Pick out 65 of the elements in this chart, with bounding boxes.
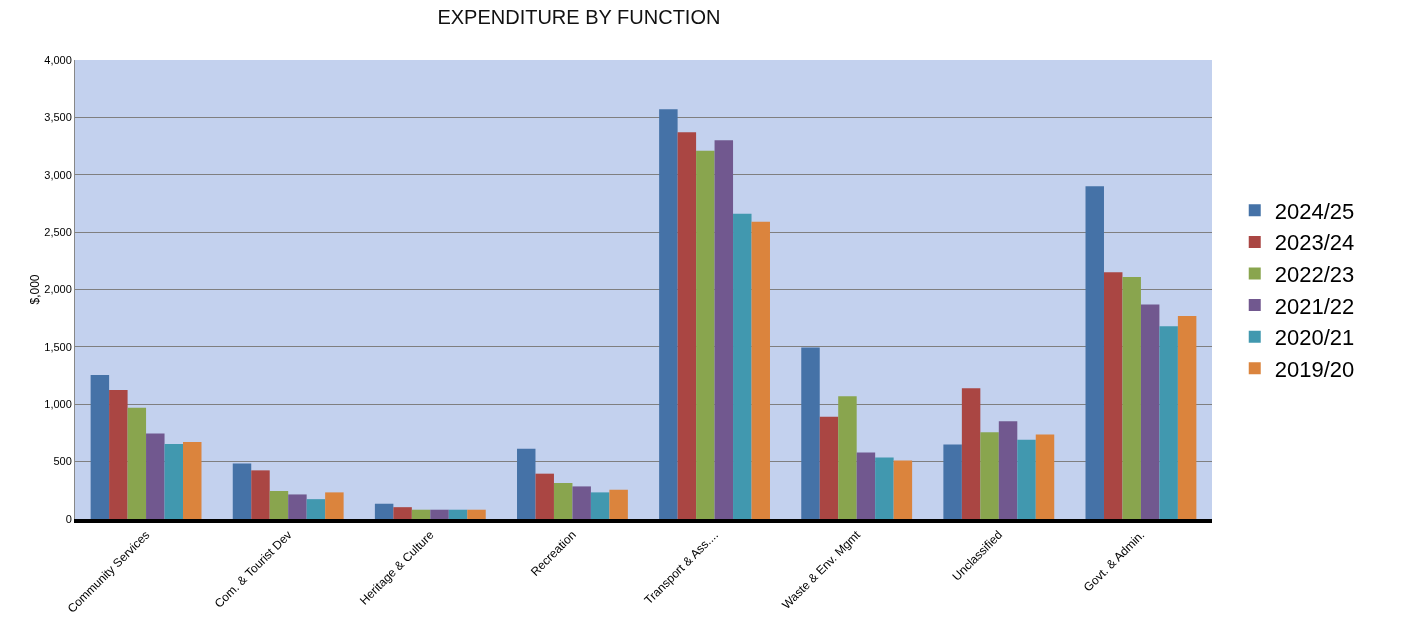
bar xyxy=(801,347,820,519)
y-tick-label: 500 xyxy=(53,455,72,468)
y-tick-label: 2,000 xyxy=(44,283,72,296)
legend-label: 2019/20 xyxy=(1274,356,1355,382)
bar xyxy=(1159,326,1178,519)
bar xyxy=(1035,434,1055,519)
bar xyxy=(1085,186,1104,519)
bar xyxy=(448,509,468,519)
bar xyxy=(288,494,307,519)
bar xyxy=(590,492,610,519)
bar xyxy=(819,416,839,519)
bar xyxy=(90,374,110,519)
y-tick-label: 2,500 xyxy=(44,225,72,238)
y-tick-label: 3,500 xyxy=(44,111,72,124)
y-tick-label: 1,000 xyxy=(44,398,72,411)
bar xyxy=(696,150,715,519)
y-tick-label: 4,000 xyxy=(44,53,72,66)
bar xyxy=(374,503,394,519)
bar xyxy=(146,433,165,519)
bar xyxy=(251,470,270,519)
bar xyxy=(1103,272,1123,519)
legend-label: 2021/22 xyxy=(1274,293,1355,319)
y-tick-label: 0 xyxy=(65,512,72,525)
bar xyxy=(893,460,913,519)
bar xyxy=(535,473,554,519)
bar xyxy=(127,407,147,519)
bar xyxy=(714,140,734,519)
chart-title: EXPENDITURE BY FUNCTION xyxy=(437,5,721,28)
bar xyxy=(1177,315,1197,519)
bar xyxy=(659,109,678,519)
bar xyxy=(325,492,344,519)
bar xyxy=(572,486,591,519)
legend-label: 2022/23 xyxy=(1274,262,1355,288)
y-tick-label: 3,000 xyxy=(44,168,72,181)
bar xyxy=(517,448,536,519)
bar xyxy=(109,389,128,519)
bar xyxy=(751,221,770,519)
legend-label: 2023/24 xyxy=(1274,230,1355,256)
bar xyxy=(856,452,876,519)
bar xyxy=(943,444,962,519)
bar xyxy=(961,388,981,519)
bar xyxy=(838,396,857,519)
bar xyxy=(677,132,697,519)
bar xyxy=(609,489,628,519)
bar xyxy=(1122,276,1141,519)
bar xyxy=(553,482,573,519)
bar xyxy=(164,444,184,519)
y-tick-label: 1,500 xyxy=(44,340,72,353)
bar xyxy=(393,507,412,519)
bar xyxy=(998,421,1018,519)
bar xyxy=(183,441,202,519)
legend-label: 2024/25 xyxy=(1274,198,1355,224)
bar xyxy=(1140,304,1160,519)
bar xyxy=(306,499,326,519)
bar xyxy=(467,509,486,519)
bar xyxy=(875,457,894,519)
bar xyxy=(430,509,449,519)
y-axis-title: $,000 xyxy=(28,274,43,305)
bar xyxy=(269,491,289,519)
legend-label: 2020/21 xyxy=(1274,325,1355,351)
bar xyxy=(1017,439,1036,519)
bar xyxy=(232,463,252,519)
bar xyxy=(411,509,431,519)
bar xyxy=(733,213,752,519)
bar xyxy=(980,432,999,519)
